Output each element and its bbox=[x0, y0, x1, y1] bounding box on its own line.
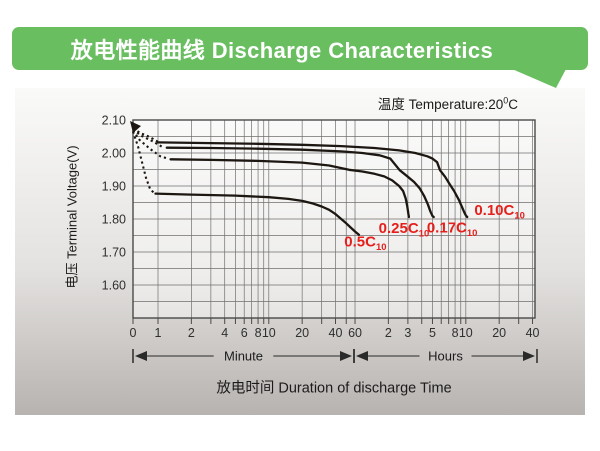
series-0.25C10-curve bbox=[169, 158, 411, 219]
series-label-0.25C10: 0.25C10 bbox=[379, 220, 430, 240]
grid-lines bbox=[133, 119, 535, 319]
curves-start-marker bbox=[130, 121, 141, 133]
plot-border bbox=[132, 119, 536, 319]
series-0.10C10-curve bbox=[156, 141, 469, 219]
x-tick-labels: 0 1 2 4 6 8 10 20 40 60 2 3 5 8 10 20 40 bbox=[130, 326, 540, 340]
series-label-0.17C10: 0.17C10 bbox=[427, 220, 478, 240]
arrow-left-icon bbox=[356, 351, 368, 361]
x-tick-label: 60 bbox=[348, 326, 362, 340]
x-tick-label: 5 bbox=[429, 326, 436, 340]
x-tick-label: 6 bbox=[241, 326, 248, 340]
arrow-left-icon bbox=[135, 351, 147, 361]
x-tick-label: 3 bbox=[404, 326, 411, 340]
x-tick-label: 1 bbox=[155, 326, 162, 340]
banner-tail-pointer bbox=[512, 69, 566, 88]
x-tick-label: 4 bbox=[221, 326, 228, 340]
x-axis-ticks bbox=[132, 318, 534, 324]
y-tick-labels: 2.10 2.00 1.90 1.80 1.70 1.60 bbox=[102, 113, 126, 292]
series-label-0.5C10: 0.5C10 bbox=[344, 234, 386, 254]
series-0.5C10-curve bbox=[154, 192, 361, 236]
time-unit-label-hours: Hours bbox=[428, 349, 463, 364]
x-tick-label: 10 bbox=[262, 326, 276, 340]
page-title: 放电性能曲线 Discharge Characteristics bbox=[70, 37, 494, 63]
chart-panel bbox=[15, 88, 585, 415]
arrow-right-icon bbox=[523, 351, 535, 361]
x-tick-label: 40 bbox=[526, 326, 540, 340]
y-tick-label: 2.00 bbox=[102, 146, 126, 160]
x-tick-label: 2 bbox=[188, 326, 195, 340]
x-tick-label: 8 bbox=[452, 326, 459, 340]
x-axis-title: 放电时间 Duration of discharge Time bbox=[216, 380, 452, 397]
x-tick-label: 0 bbox=[130, 326, 137, 340]
arrow-right-icon bbox=[340, 351, 352, 361]
temperature-unit: C bbox=[508, 97, 518, 112]
time-unit-label-minute: Minute bbox=[224, 349, 263, 364]
x-tick-label: 10 bbox=[459, 326, 473, 340]
degree-symbol: 0 bbox=[503, 95, 509, 106]
y-tick-label: 2.10 bbox=[102, 113, 126, 127]
series-label-0.10C10: 0.10C10 bbox=[474, 202, 525, 222]
y-tick-label: 1.60 bbox=[102, 278, 126, 292]
x-tick-label: 40 bbox=[329, 326, 343, 340]
temperature-note: 温度 Temperature:200C bbox=[378, 93, 518, 113]
time-unit-spans: Minute Hours bbox=[132, 349, 538, 364]
y-tick-label: 1.80 bbox=[102, 212, 126, 226]
x-tick-label: 20 bbox=[492, 326, 506, 340]
header-banner: 放电性能曲线 Discharge Characteristics bbox=[12, 27, 588, 70]
x-tick-label: 2 bbox=[385, 326, 392, 340]
temperature-text: 温度 Temperature:20 bbox=[377, 97, 504, 112]
y-tick-label: 1.90 bbox=[102, 179, 126, 193]
series-0.17C10-curve bbox=[165, 146, 435, 219]
x-tick-label: 20 bbox=[295, 326, 309, 340]
x-tick-label: 8 bbox=[255, 326, 262, 340]
y-tick-label: 1.70 bbox=[102, 245, 126, 259]
series-0.17C10-initial-dip bbox=[132, 128, 164, 149]
